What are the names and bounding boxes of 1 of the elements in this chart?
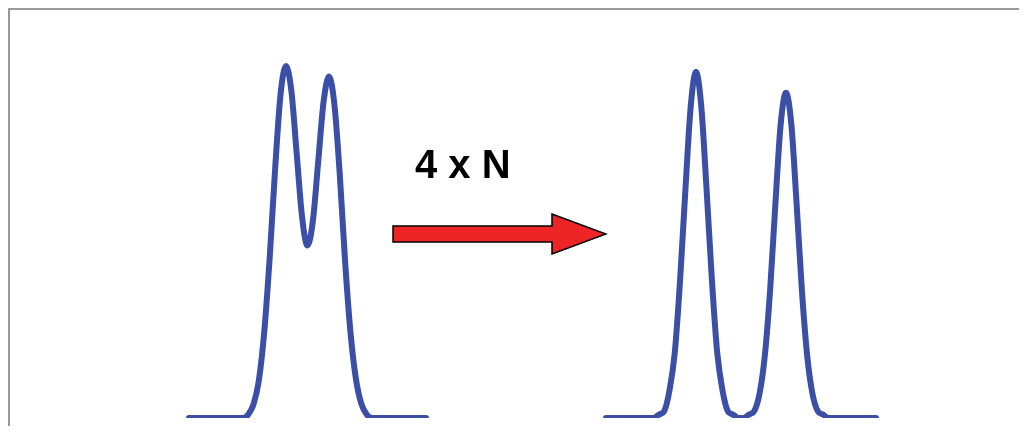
annotation: 4 x N [415,142,511,187]
